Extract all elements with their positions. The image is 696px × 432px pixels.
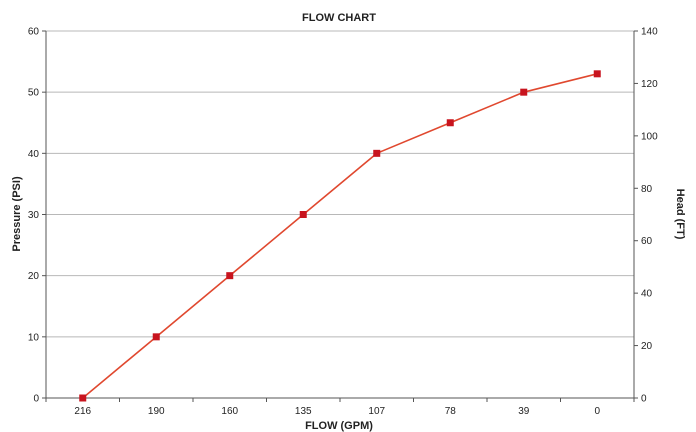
data-point <box>152 333 160 341</box>
data-point <box>79 394 87 402</box>
data-point <box>299 211 307 218</box>
series <box>79 70 601 402</box>
series-line <box>82 73 598 399</box>
y-axis-label-left: Pressure (PSI) <box>11 176 23 252</box>
x-tick-label: 39 <box>518 406 530 417</box>
y-axis-label-right: Head (FT) <box>674 189 686 240</box>
y-tick-label-right: 60 <box>641 236 653 247</box>
chart-title: FLOW CHART <box>302 12 376 24</box>
gridlines <box>46 30 634 338</box>
y-tick-label-right: 100 <box>641 131 658 142</box>
y-tick-label-right: 140 <box>641 27 658 38</box>
y-tick-label-right: 0 <box>641 394 647 405</box>
x-tick-label: 78 <box>445 406 457 417</box>
y-tick-label-right: 20 <box>641 341 653 352</box>
x-tick-label: 190 <box>148 406 165 417</box>
data-point <box>520 88 528 96</box>
x-tick-label: 107 <box>368 406 385 417</box>
data-point <box>446 119 454 127</box>
y-tick-label-right: 40 <box>641 289 653 300</box>
data-point <box>373 149 381 157</box>
x-tick-label: 0 <box>594 406 600 417</box>
axes <box>42 30 638 402</box>
y-tick-label-left: 0 <box>33 394 39 405</box>
y-tick-label-left: 30 <box>28 210 40 221</box>
y-tick-label-right: 80 <box>641 184 653 195</box>
y-tick-label-left: 50 <box>28 88 40 99</box>
x-tick-label: 135 <box>295 406 312 417</box>
data-point <box>593 70 601 78</box>
y-tick-label-left: 20 <box>28 271 40 282</box>
tick-labels: 0 10 20 30 40 50 60 0 20 40 60 80 100 120 140 216 190 160… <box>28 27 658 418</box>
x-axis-label: FLOW (GPM) <box>305 420 373 432</box>
y-tick-label-left: 60 <box>28 27 40 38</box>
data-point <box>226 272 234 280</box>
y-tick-label-right: 120 <box>641 79 658 90</box>
y-tick-label-left: 10 <box>28 332 40 343</box>
x-tick-label: 216 <box>74 406 91 417</box>
x-tick-label: 160 <box>221 406 238 417</box>
y-tick-label-left: 40 <box>28 149 40 160</box>
